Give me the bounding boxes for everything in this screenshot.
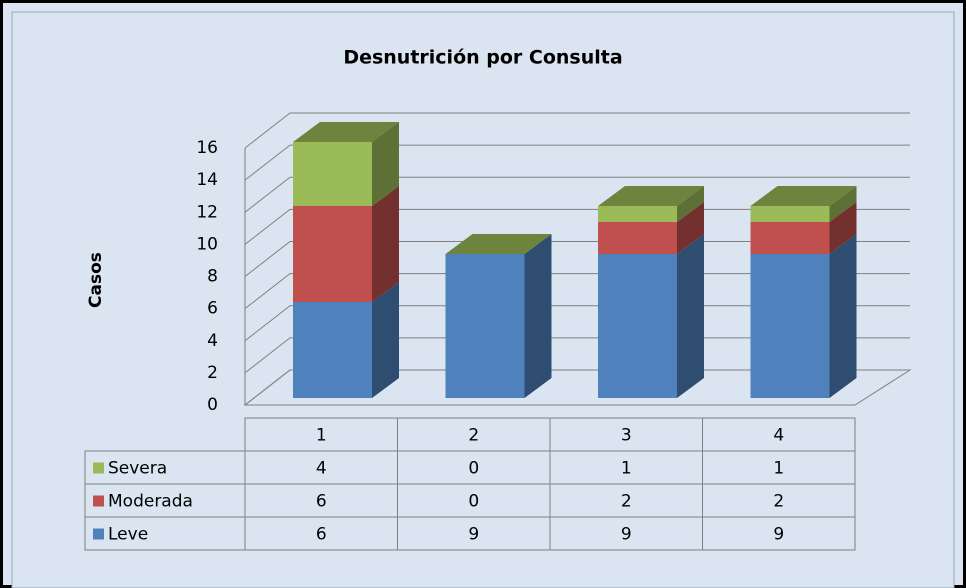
table-value: 1: [773, 459, 784, 479]
y-tick-label: 12: [196, 202, 218, 222]
bar-side: [829, 234, 857, 398]
y-tick-label: 0: [207, 395, 218, 415]
legend-label: Severa: [108, 459, 167, 479]
bar-side: [372, 122, 399, 206]
legend-label: Leve: [108, 525, 148, 545]
bar-side: [372, 186, 399, 302]
bar-segment: [750, 222, 830, 254]
bar-top: [750, 186, 857, 206]
bar-side: [677, 234, 704, 398]
bar-side: [829, 186, 857, 222]
grid-line: [244, 176, 910, 213]
bar-segment: [293, 302, 372, 398]
grid-line: [244, 144, 910, 181]
bar-top: [445, 234, 552, 254]
x-tick-label: 4: [773, 426, 784, 446]
bar-side: [524, 234, 552, 398]
chart-title: Desnutrición por Consulta: [343, 47, 622, 69]
table-value: 6: [316, 492, 327, 512]
y-axis-label: Casos: [86, 252, 106, 308]
x-tick-label: 1: [316, 426, 327, 446]
table-value: 1: [621, 459, 632, 479]
bar-segment: [598, 254, 677, 398]
y-tick-label: 8: [207, 267, 218, 287]
y-tick-label: 2: [207, 363, 218, 383]
bar-side: [677, 186, 704, 222]
y-tick-label: 10: [196, 234, 218, 254]
bar-side: [677, 202, 704, 254]
table-value: 2: [621, 492, 632, 512]
table-value: 6: [316, 525, 327, 545]
table-value: 2: [773, 492, 784, 512]
bar-top: [293, 122, 399, 142]
table-value: 9: [773, 525, 784, 545]
bar-segment: [293, 206, 372, 302]
table-value: 0: [468, 492, 479, 512]
legend-swatch: [93, 495, 104, 507]
bar-segment: [598, 206, 677, 222]
bar-side: [372, 282, 399, 398]
y-tick-label: 4: [207, 331, 218, 351]
bar-segment: [598, 222, 677, 254]
y-tick-label: 6: [207, 299, 218, 319]
legend-label: Moderada: [108, 492, 193, 512]
y-tick-label: 16: [196, 138, 218, 158]
table-value: 9: [621, 525, 632, 545]
legend-swatch: [93, 528, 104, 540]
table-value: 4: [316, 459, 327, 479]
table-value: 9: [468, 525, 479, 545]
legend-swatch: [93, 462, 104, 474]
grid-line: [244, 112, 910, 149]
x-tick-label: 3: [621, 426, 632, 446]
y-tick-label: 14: [196, 170, 218, 190]
bar-segment: [750, 254, 830, 398]
x-tick-label: 2: [468, 426, 479, 446]
bar-segment: [750, 206, 830, 222]
bar-top: [598, 186, 704, 206]
bar-segment: [293, 142, 372, 206]
table-value: 0: [468, 459, 479, 479]
bar-side: [829, 202, 857, 254]
bar-segment: [445, 254, 525, 398]
